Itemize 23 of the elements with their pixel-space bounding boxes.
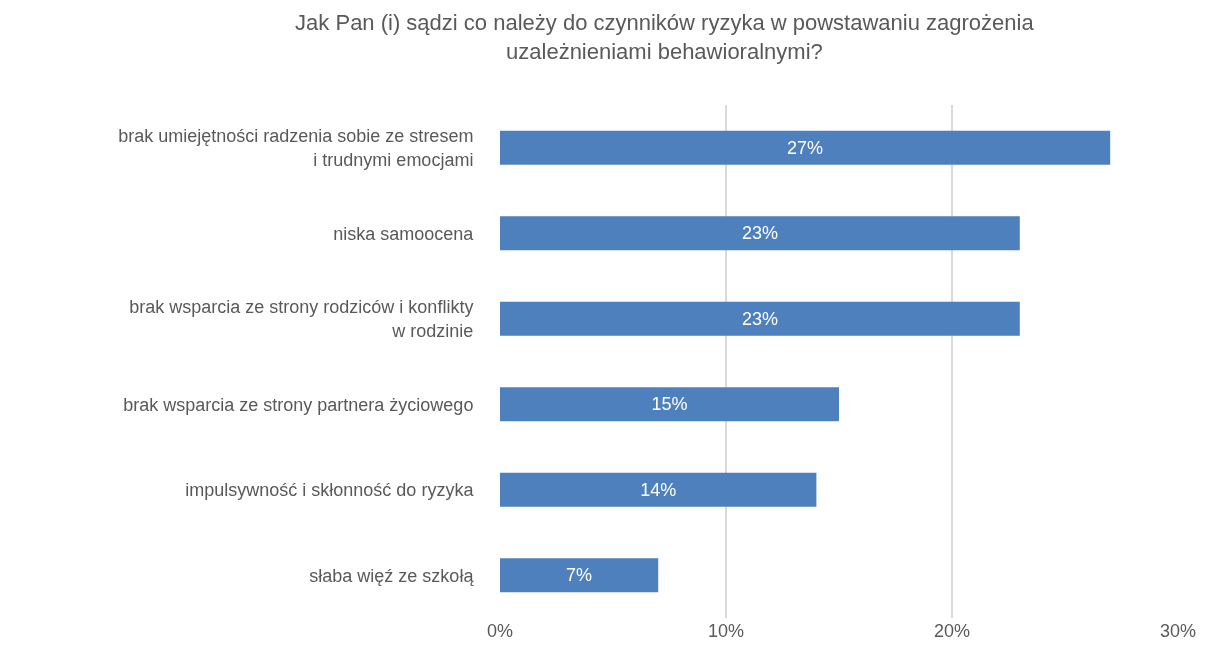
bar [500,301,1020,336]
bar [500,216,1020,251]
bar [500,387,839,422]
bar [500,472,817,507]
data-label: 15% [651,394,688,415]
y-tick-label: niska samoocena [333,223,475,244]
chart-title: Jak Pan (i) sądzi co należy do czynników ryzyka w powstawaniu zagrożenia uzależnieniami behawioralnymi? [295,10,1035,64]
bar [500,130,1111,165]
data-label: 14% [640,479,677,500]
x-tick-label: 0% [486,621,514,641]
data-label: 7% [566,565,593,586]
data-label: 27% [787,137,824,158]
y-tick-label: słaba więź ze szkołą [309,565,475,586]
bar [500,558,659,593]
data-label: 23% [741,308,778,329]
y-tick-label: brak wsparcia ze strony partnera życiowego [123,394,474,415]
x-tick-label: 30% [1159,621,1197,641]
data-label: 23% [741,223,778,244]
x-tick-label: 20% [933,621,971,641]
y-tick-label: brak wsparcia ze strony rodziców i konflikty w rodzinie [129,297,474,341]
y-tick-label: brak umiejętności radzenia sobie ze stresem i trudnymi emocjami [118,126,474,170]
x-tick-label: 10% [707,621,745,641]
y-tick-label: impulsywność i skłonność do ryzyka [185,480,475,501]
